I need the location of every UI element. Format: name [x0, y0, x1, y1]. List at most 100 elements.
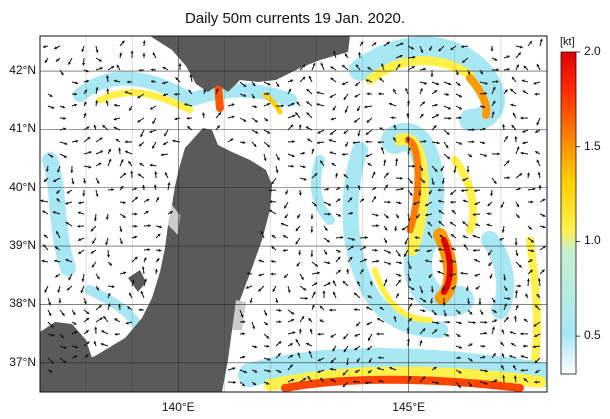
current-arrow-head: [314, 173, 318, 176]
current-arrow-head: [521, 79, 525, 83]
current-arrow-head: [541, 269, 545, 273]
current-arrow-head: [394, 228, 398, 232]
current-arrow-head: [258, 273, 262, 277]
current-arrow-head: [450, 192, 454, 195]
current-arrow-head: [116, 64, 120, 68]
current-arrow-head: [494, 319, 498, 323]
current-arrow-head: [105, 242, 109, 246]
current-arrow-head: [242, 355, 246, 359]
current-arrow-head: [345, 143, 348, 147]
current-arrow-head: [105, 216, 109, 220]
current-arrow-head: [379, 127, 383, 131]
current-arrow-head: [462, 199, 466, 203]
current-arrow-head: [509, 355, 513, 358]
current-arrow-head: [482, 344, 486, 348]
current-arrow-head: [124, 140, 128, 144]
current-arrow-head: [113, 103, 117, 107]
current-arrow-head: [218, 112, 221, 116]
current-arrow-head: [326, 239, 330, 243]
current-arrow-head: [443, 313, 447, 317]
current-arrow-head: [373, 196, 376, 200]
current-arrow-head: [513, 375, 517, 379]
colorbar-unit: [kt]: [560, 36, 575, 48]
current-arrow-head: [404, 241, 408, 245]
current-arrow-head: [450, 259, 454, 263]
current-arrow-head: [511, 125, 515, 128]
current-arrow-head: [433, 367, 437, 370]
current-arrow-head: [164, 172, 168, 176]
current-arrow-head: [90, 228, 94, 232]
current-arrow-head: [482, 141, 485, 145]
current-arrow-head: [412, 164, 416, 168]
current-arrow-head: [503, 277, 507, 281]
current-arrow-head: [54, 259, 57, 263]
current-arrow-head: [245, 285, 249, 289]
current-arrow-head: [61, 312, 65, 316]
current-arrow-head: [365, 154, 369, 157]
current-arrow-head: [523, 378, 527, 382]
current-arrow-head: [342, 384, 346, 387]
current-arrow-head: [142, 40, 146, 44]
current-arrow-head: [522, 141, 526, 145]
current-arrow-head: [451, 210, 455, 213]
current-arrow-head: [128, 161, 132, 165]
current-arrow-head: [396, 215, 399, 219]
current-arrow-head: [535, 151, 539, 154]
current-arrow-head: [65, 201, 69, 205]
current-arrow-head: [434, 90, 438, 93]
current-arrow-head: [149, 163, 153, 167]
current-arrow-head: [487, 203, 491, 206]
current-arrow-head: [422, 101, 425, 105]
current-arrow-head: [439, 259, 442, 263]
current-arrow-head: [81, 278, 85, 282]
current-arrow-head: [65, 222, 69, 225]
current-arrow-head: [414, 248, 418, 252]
current-arrow-head: [240, 314, 244, 318]
current-arrow-head: [379, 307, 383, 310]
current-arrow-head: [331, 163, 335, 166]
current-arrow-head: [532, 345, 536, 349]
current-arrow-head: [285, 191, 289, 195]
current-arrow-head: [93, 218, 97, 221]
current-arrow-head: [271, 181, 275, 185]
current-arrow-head: [534, 92, 538, 96]
current-arrow-head: [266, 335, 270, 339]
current-arrow-head: [514, 136, 518, 139]
current-arrow-head: [306, 89, 310, 92]
current-arrow-head: [510, 103, 514, 107]
current-arrow-head: [375, 248, 378, 252]
current-arrow-head: [96, 287, 99, 291]
current-arrow-head: [384, 279, 388, 283]
current-arrow-head: [94, 326, 98, 330]
current-arrow-head: [431, 182, 435, 185]
current-arrow-head: [363, 258, 367, 262]
current-arrow-head: [344, 53, 348, 57]
current-arrow-head: [367, 163, 371, 166]
current-arrow-head: [134, 235, 137, 239]
current-arrow-head: [56, 190, 60, 194]
current-arrow-head: [410, 297, 414, 301]
current-arrow-head: [343, 97, 347, 100]
current-arrow-head: [162, 81, 165, 85]
graticule: [40, 36, 547, 392]
current-arrow-head: [324, 227, 328, 231]
current-arrow-head: [310, 229, 314, 233]
current-arrow-head: [319, 305, 323, 309]
current-arrow-head: [251, 95, 255, 99]
current-arrow-head: [147, 248, 151, 252]
current-arrow-head: [356, 359, 360, 363]
current-arrow-head: [317, 271, 320, 275]
current-arrow-head: [507, 68, 510, 71]
current-arrow-head: [113, 117, 117, 121]
current-arrow-head: [458, 94, 462, 98]
current-arrow-head: [516, 64, 519, 68]
current-arrow-head: [448, 82, 452, 86]
current-arrow-head: [123, 271, 127, 275]
current-arrow-head: [328, 212, 331, 216]
current-arrow-head: [535, 305, 539, 309]
current-arrow-head: [295, 339, 299, 343]
current-arrow-head: [455, 72, 459, 76]
current-arrow-head: [83, 301, 87, 305]
current-arrow-head: [271, 235, 275, 238]
current-arrow-head: [80, 290, 84, 293]
